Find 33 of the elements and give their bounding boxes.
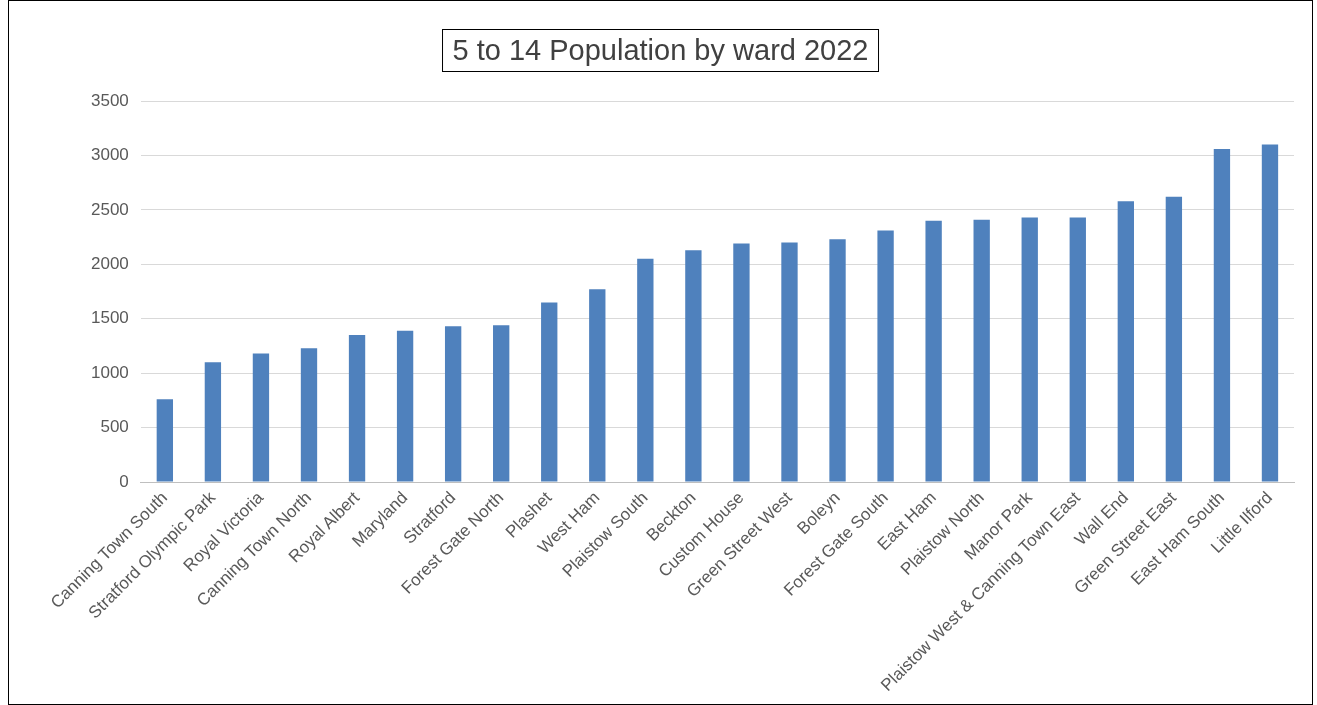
bar [685, 250, 702, 482]
bar [541, 302, 558, 482]
bar [925, 220, 942, 482]
bar [1021, 217, 1038, 482]
bar [444, 326, 462, 482]
bar [493, 325, 510, 482]
bar [973, 219, 990, 482]
bar [1261, 144, 1279, 482]
bar [348, 335, 366, 482]
y-tick-label: 0 [119, 471, 129, 491]
bar [204, 362, 222, 482]
bar [1213, 148, 1231, 482]
y-tick-label: 3500 [90, 90, 129, 110]
chart-title: 5 to 14 Population by ward 2022 [441, 29, 880, 72]
bar [156, 399, 174, 482]
bar [637, 258, 654, 482]
bar [252, 353, 270, 482]
bar [877, 230, 894, 482]
bar [733, 243, 750, 482]
y-tick-label: 1000 [90, 362, 129, 382]
bar [300, 348, 318, 482]
bar [781, 242, 798, 482]
bar [1069, 217, 1086, 482]
y-tick-label: 2500 [90, 199, 129, 219]
y-tick-label: 2000 [90, 253, 129, 273]
bar [396, 330, 414, 482]
bar [829, 239, 846, 482]
bar [1165, 196, 1183, 482]
y-tick-label: 1500 [90, 308, 129, 328]
bar [589, 289, 606, 482]
y-tick-label: 500 [100, 417, 129, 437]
y-tick-label: 3000 [90, 145, 129, 165]
bar [1117, 201, 1134, 482]
